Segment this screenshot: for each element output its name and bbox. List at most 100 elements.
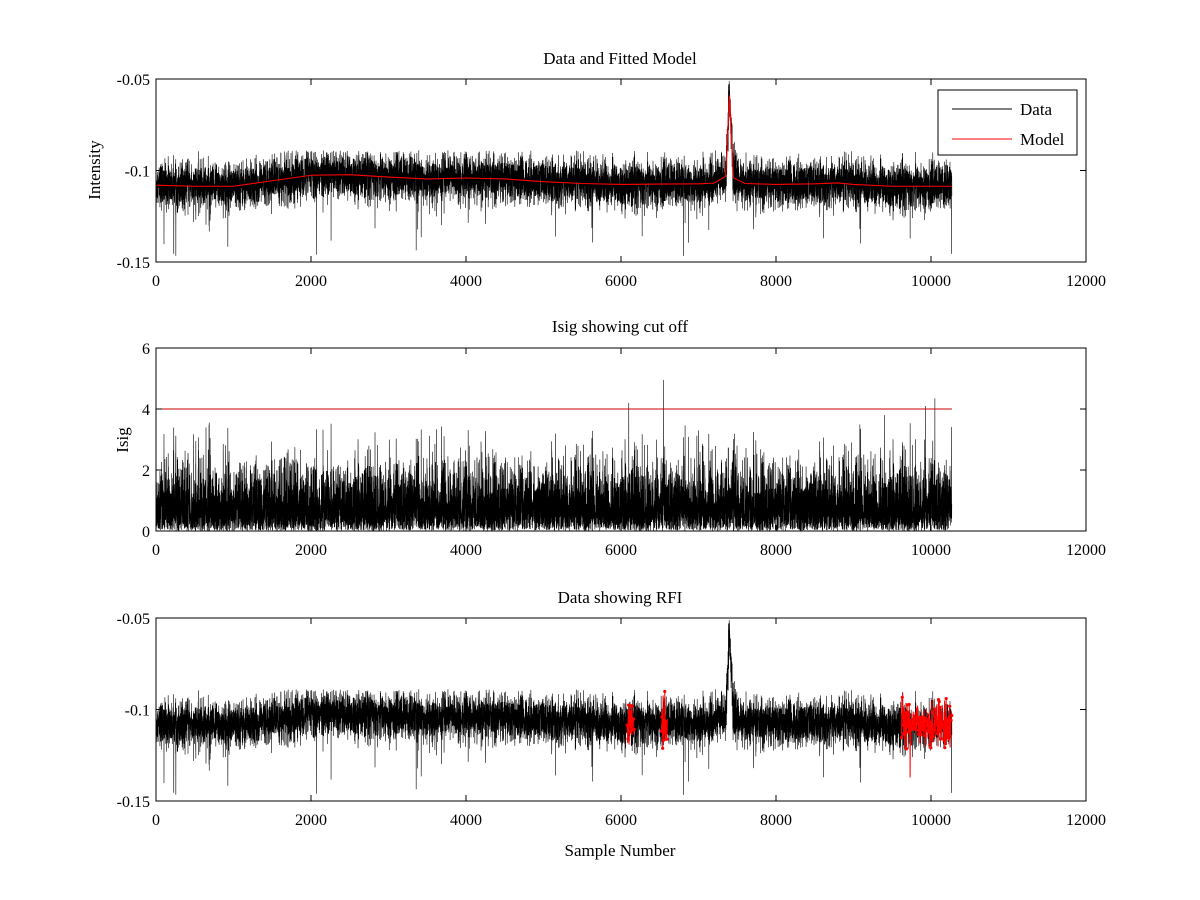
rfi-flagged-point <box>914 728 918 732</box>
rfi-flagged-point <box>662 738 666 742</box>
x-tick-label: 2000 <box>295 542 327 559</box>
rfi-flagged-point <box>661 730 665 734</box>
legend-label-model: Model <box>1020 130 1065 149</box>
rfi-flagged-point <box>929 746 933 750</box>
chart-title: Data and Fitted Model <box>543 49 697 68</box>
rfi-flagged-point <box>928 743 932 747</box>
x-tick-label: 0 <box>152 812 160 829</box>
rfi-flagged-point <box>625 723 629 727</box>
rfi-flagged-point <box>942 738 946 743</box>
rfi-flagged-point <box>922 726 926 730</box>
plot-area <box>155 620 954 795</box>
legend-label-data: Data <box>1020 100 1053 119</box>
rfi-flagged-point <box>948 704 952 708</box>
rfi-flagged-point <box>932 734 936 739</box>
rfi-flagged-point <box>929 738 934 742</box>
x-tick-label: 8000 <box>760 273 792 290</box>
rfi-flagged-point <box>940 719 944 723</box>
rfi-flagged-point <box>934 713 938 717</box>
y-tick-label: -0.1 <box>125 703 150 720</box>
rfi-flagged-point <box>626 737 630 741</box>
rfi-flagged-point <box>916 732 920 736</box>
rfi-flagged-point <box>629 729 633 733</box>
rfi-flagged-point <box>922 716 927 720</box>
rfi-flagged-point <box>943 746 947 750</box>
rfi-flagged-point <box>907 702 911 707</box>
rfi-flagged-point <box>939 737 943 741</box>
x-tick-label: 8000 <box>760 812 792 829</box>
x-tick-label: 6000 <box>605 542 637 559</box>
x-tick-label: 6000 <box>605 812 637 829</box>
panel-data-showing-rfi: Data showing RFI Sample Number 0 2000 4000… <box>117 588 1106 860</box>
rfi-flagged-point <box>627 710 631 714</box>
rfi-flagged-point <box>949 718 953 722</box>
rfi-flagged-point <box>909 724 913 728</box>
plot-area <box>155 81 953 256</box>
rfi-flagged-point <box>943 742 948 746</box>
isig-series-line <box>155 380 953 532</box>
y-axis-label: Isig <box>113 427 132 453</box>
y-tick-label: 6 <box>142 341 150 358</box>
rfi-flagged-point <box>930 710 934 714</box>
rfi-flagged-point <box>950 713 954 718</box>
rfi-flagged-point <box>663 727 668 731</box>
rfi-flagged-point <box>912 714 916 718</box>
rfi-flagged-point <box>663 689 667 694</box>
legend-box <box>937 89 1078 156</box>
rfi-flagged-point <box>664 720 668 724</box>
rfi-flagged-point <box>925 724 929 728</box>
x-tick-label: 0 <box>152 542 160 559</box>
y-tick-label: 0 <box>142 524 150 541</box>
rfi-flagged-point <box>661 746 665 750</box>
x-tick-label: 12000 <box>1066 542 1106 559</box>
x-tick-label: 8000 <box>760 542 792 559</box>
x-tick-label: 10000 <box>911 812 951 829</box>
rfi-flagged-point <box>915 720 920 725</box>
rfi-flagged-point <box>902 733 906 737</box>
rfi-flagged-point <box>927 730 931 734</box>
rfi-flagged-point <box>630 704 634 708</box>
rfi-flagged-point <box>923 734 927 738</box>
x-axis-label: Sample Number <box>565 841 676 860</box>
x-tick-label: 10000 <box>911 542 951 559</box>
rfi-flagged-point <box>917 729 921 733</box>
rfi-flagged-line <box>660 691 668 749</box>
rfi-flagged-point <box>632 727 636 732</box>
chart-title: Isig showing cut off <box>552 317 688 336</box>
y-axis-label: Intensity <box>85 140 104 200</box>
tick-marks: 0 2000 4000 6000 8000 10000 12000 -0.05 -0.1 -0.1… <box>117 72 1106 290</box>
panel-data-and-fitted-model: Data and Fitted Model Intensity 0 2000 400… <box>85 49 1106 290</box>
y-tick-label: -0.15 <box>117 794 150 811</box>
rfi-flagged-point <box>904 711 908 715</box>
y-tick-label: 2 <box>142 463 150 480</box>
rfi-flagged-point <box>926 719 930 723</box>
rfi-flagged-point <box>631 717 636 721</box>
model-series-line <box>155 95 952 187</box>
rfi-flagged-point <box>947 736 951 740</box>
rfi-flagged-point <box>933 707 937 712</box>
y-tick-label: 4 <box>142 402 150 419</box>
rfi-flagged-point <box>911 720 915 724</box>
rfi-flagged-point <box>899 736 904 740</box>
x-tick-label: 4000 <box>450 542 482 559</box>
rfi-flagged-point <box>941 722 946 726</box>
rfi-flagged-point <box>628 724 632 729</box>
rfi-flagged-point <box>937 699 941 704</box>
x-tick-label: 4000 <box>450 812 482 829</box>
rfi-flagged-point <box>932 727 936 731</box>
x-tick-label: 2000 <box>295 273 327 290</box>
rfi-flagged-point <box>660 715 664 719</box>
x-tick-label: 6000 <box>605 273 637 290</box>
x-tick-label: 0 <box>152 273 160 290</box>
tick-marks: 0 2000 4000 6000 8000 10000 12000 0 2 4 6 <box>142 341 1106 559</box>
rfi-flagged-point <box>909 728 913 732</box>
y-tick-label: -0.05 <box>117 72 150 89</box>
rfi-flagged-point <box>934 715 939 720</box>
rfi-flagged-point <box>904 747 909 751</box>
rfi-flagged-point <box>945 727 950 731</box>
rfi-flagged-point <box>906 730 911 734</box>
rfi-flagged-point <box>919 732 923 736</box>
rfi-flagged-point <box>927 727 932 732</box>
rfi-flagged-point <box>944 696 948 701</box>
